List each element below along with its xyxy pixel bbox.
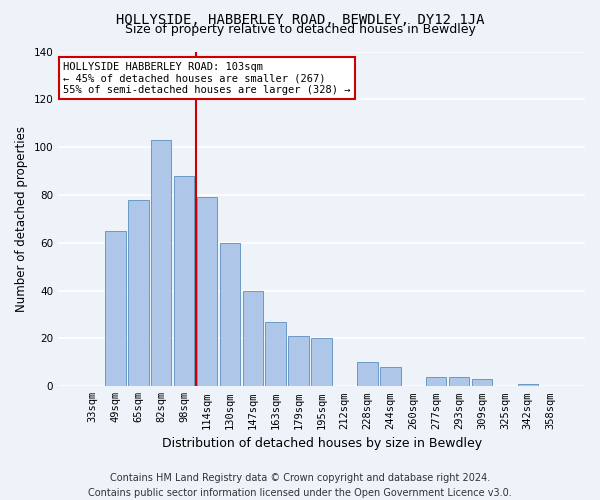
Bar [105, 231, 125, 386]
Bar [380, 367, 401, 386]
Bar [265, 322, 286, 386]
Text: Size of property relative to detached houses in Bewdley: Size of property relative to detached ho… [125, 22, 475, 36]
X-axis label: Distribution of detached houses by size in Bewdley: Distribution of detached houses by size … [161, 437, 482, 450]
Text: HOLLYSIDE HABBERLEY ROAD: 103sqm
← 45% of detached houses are smaller (267)
55% : HOLLYSIDE HABBERLEY ROAD: 103sqm ← 45% o… [64, 62, 351, 94]
Bar [128, 200, 149, 386]
Text: Contains HM Land Registry data © Crown copyright and database right 2024.
Contai: Contains HM Land Registry data © Crown c… [88, 472, 512, 498]
Bar [472, 379, 493, 386]
Bar [357, 362, 378, 386]
Bar [220, 243, 240, 386]
Bar [174, 176, 194, 386]
Bar [426, 376, 446, 386]
Bar [289, 336, 309, 386]
Bar [151, 140, 172, 386]
Bar [197, 198, 217, 386]
Y-axis label: Number of detached properties: Number of detached properties [15, 126, 28, 312]
Bar [242, 290, 263, 386]
Bar [311, 338, 332, 386]
Bar [518, 384, 538, 386]
Bar [449, 376, 469, 386]
Text: HOLLYSIDE, HABBERLEY ROAD, BEWDLEY, DY12 1JA: HOLLYSIDE, HABBERLEY ROAD, BEWDLEY, DY12… [116, 12, 484, 26]
